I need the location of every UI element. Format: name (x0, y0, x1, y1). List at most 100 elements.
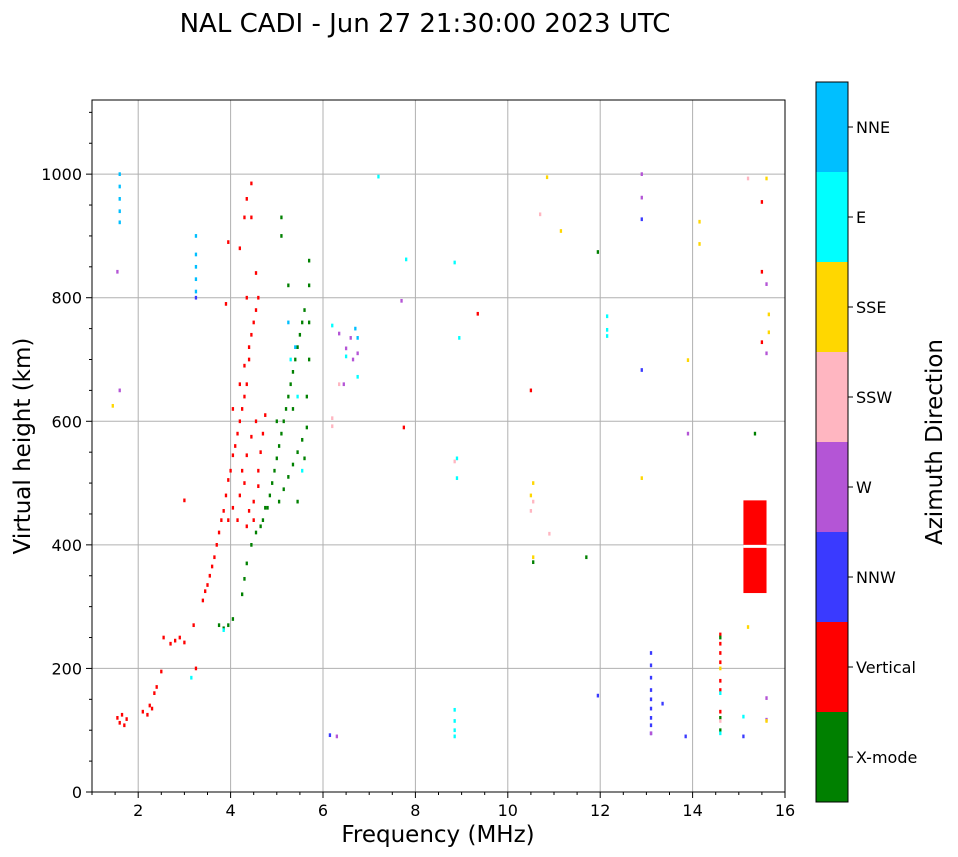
echo-point-nne (354, 326, 357, 331)
echo-point-e (289, 357, 292, 362)
echo-point-w (765, 696, 768, 700)
echo-point-vertical (245, 295, 248, 300)
echo-point-vertical (215, 543, 218, 547)
echo-point-sse (686, 358, 690, 362)
echo-point-vertical (222, 509, 225, 513)
echo-point-nne (194, 264, 198, 269)
echo-point-x-mode (303, 308, 306, 312)
colorbar-swatch-sse (816, 262, 848, 352)
echo-point-x-mode (259, 524, 262, 529)
echo-point-x-mode (596, 250, 600, 254)
echo-point-vertical (192, 623, 195, 628)
echo-point-vertical (719, 678, 722, 683)
echo-point-vertical (240, 407, 244, 411)
echo-point-nne (194, 252, 198, 257)
plot-background (92, 100, 785, 792)
echo-point-w (640, 172, 643, 176)
echo-point-vertical (224, 302, 228, 306)
echo-point-nnw (649, 716, 653, 720)
echo-point-x-mode (719, 716, 722, 720)
echo-point-x-mode (277, 444, 281, 448)
echo-point-x-mode (296, 450, 299, 455)
echo-point-vertical (217, 530, 221, 535)
colorbar-label: Azimuth Direction (922, 339, 948, 545)
x-tick-label: 2 (133, 801, 143, 820)
colorbar-tick-label: SSE (856, 298, 886, 317)
echo-point-vertical (118, 720, 121, 725)
echo-point-vertical (760, 340, 764, 345)
echo-point-nne (294, 345, 297, 349)
echo-point-w (356, 351, 359, 356)
echo-point-ssw (719, 719, 722, 723)
colorbar-tick-label: SSW (856, 388, 892, 407)
colorbar-swatch-ssw (816, 352, 848, 442)
echo-point-nne (118, 220, 121, 225)
echo-point-x-mode (280, 431, 283, 436)
echo-point-vertical (236, 431, 239, 436)
colorbar-tick-label: Vertical (856, 658, 916, 677)
echo-point-w (765, 351, 768, 356)
colorbar-tick-label: NNW (856, 568, 896, 587)
echo-point-x-mode (275, 456, 278, 461)
echo-point-nne (194, 277, 198, 282)
colorbar-swatch-vertical (816, 622, 848, 712)
echo-point-nnw (640, 217, 643, 222)
echo-point-vertical (243, 394, 246, 399)
echo-point-vertical (210, 564, 214, 569)
echo-point-sse (698, 219, 701, 224)
echo-point-vertical (183, 640, 186, 645)
echo-point-vertical (238, 493, 241, 498)
echo-point-vertical (220, 518, 223, 522)
echo-point-x-mode (296, 345, 299, 349)
y-axis-ticks: 0 200 400 600 800 1000 (41, 111, 92, 802)
echo-point-w (116, 269, 119, 274)
echo-point-vertical (719, 709, 722, 714)
echo-point-sse (529, 493, 533, 498)
echo-point-vertical (247, 345, 251, 349)
echo-point-ssw (453, 459, 456, 464)
echo-point-sse (765, 719, 768, 723)
echo-point-ssw (331, 416, 334, 421)
echo-point-vertical (201, 598, 205, 603)
echo-point-vertical (529, 388, 533, 393)
echo-point-e (453, 728, 456, 733)
echo-point-vertical (254, 271, 258, 275)
echo-point-nnw (742, 734, 745, 739)
echo-point-e (453, 260, 456, 265)
echo-point-w (351, 357, 355, 362)
echo-point-vertical (243, 481, 246, 485)
x-tick-label: 4 (226, 801, 236, 820)
echo-point-x-mode (282, 419, 285, 424)
y-tick-label: 0 (72, 783, 82, 802)
echo-point-x-mode (294, 357, 297, 362)
echo-point-e (605, 314, 609, 319)
echo-point-x-mode (307, 320, 311, 325)
echo-point-vertical (227, 240, 230, 244)
echo-point-vertical (148, 703, 151, 708)
echo-point-vertical (183, 498, 186, 503)
echo-point-x-mode (291, 370, 295, 374)
echo-point-e (455, 456, 459, 461)
echo-point-nnw (640, 368, 643, 372)
echo-point-x-mode (250, 543, 253, 547)
echo-point-vertical (204, 589, 207, 594)
echo-point-sse (746, 625, 750, 629)
echo-point-e (719, 731, 722, 736)
echo-point-vertical (141, 709, 144, 714)
echo-point-x-mode (240, 592, 244, 597)
echo-point-e (405, 257, 408, 262)
echo-point-vertical (150, 706, 154, 711)
colorbar-swatch-e (816, 172, 848, 262)
echo-point-x-mode (287, 475, 290, 479)
echo-point-vertical (236, 518, 239, 522)
echo-point-x-mode (282, 487, 285, 492)
echo-point-e (453, 734, 456, 739)
echo-point-x-mode (305, 394, 308, 399)
chart-title: NAL CADI - Jun 27 21:30:00 2023 UTC (180, 9, 671, 39)
echo-point-vertical (123, 723, 126, 728)
echo-point-vertical (719, 641, 722, 646)
echo-point-x-mode (296, 499, 299, 504)
echo-point-vertical (227, 478, 230, 482)
echo-point-sse (698, 242, 701, 246)
